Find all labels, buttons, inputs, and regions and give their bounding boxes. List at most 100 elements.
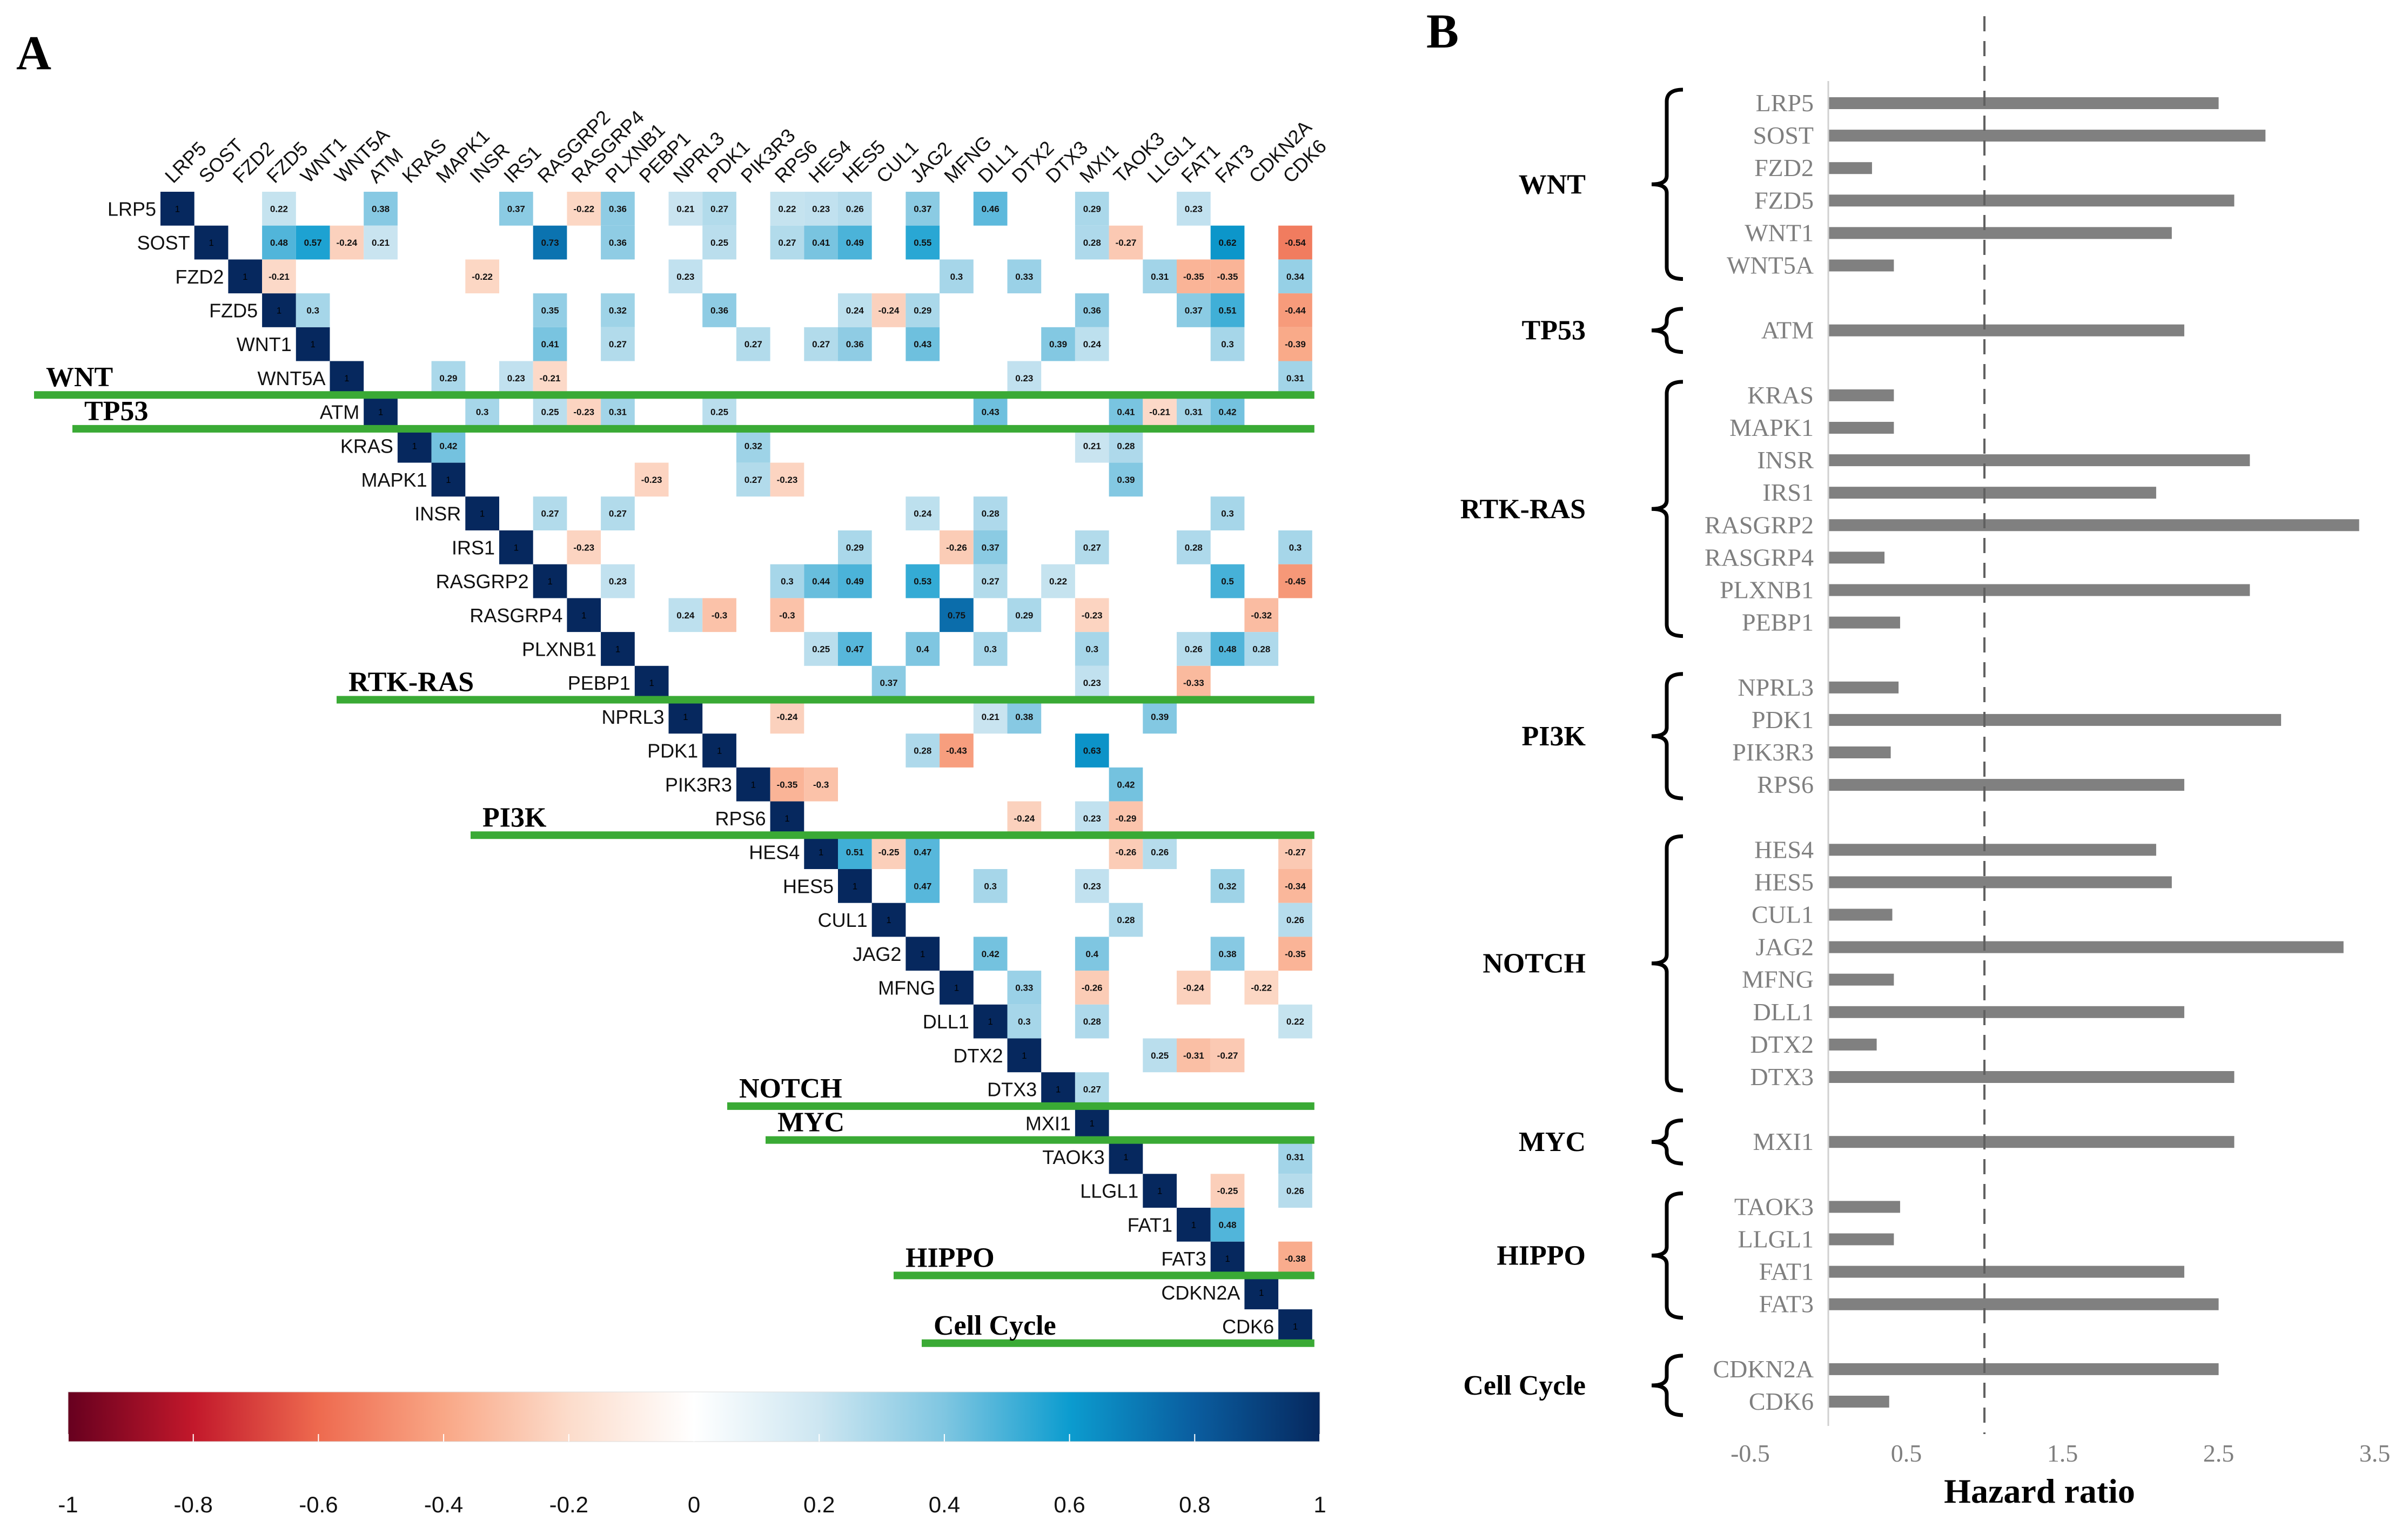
heatmap-cell-value: 0.53 xyxy=(914,576,931,587)
heatmap-cell-value: 1 xyxy=(175,204,180,214)
heatmap-cell-value: 0.43 xyxy=(914,339,931,349)
row-label: RPS6 xyxy=(715,807,766,830)
bar-gene-label: FAT1 xyxy=(1759,1258,1814,1286)
heatmap-cell-value: 1 xyxy=(378,407,383,418)
bar-gene-label: PEBP1 xyxy=(1742,609,1814,636)
heatmap-cell-value: 0.37 xyxy=(880,678,898,688)
heatmap-cell xyxy=(1278,903,1312,937)
heatmap-cell-value: 0.48 xyxy=(1219,1220,1237,1230)
heatmap-cell-value: -0.23 xyxy=(1082,610,1103,621)
heatmap-cell-value: 0.51 xyxy=(846,847,864,858)
heatmap-cell-value: 0.47 xyxy=(914,847,931,858)
bar-gene-label: DTX2 xyxy=(1750,1031,1814,1058)
heatmap-cell-value: 0.24 xyxy=(846,305,864,315)
heatmap-cell-value: 0.3 xyxy=(1085,644,1098,654)
bar-gene-label: MXI1 xyxy=(1753,1128,1814,1155)
heatmap-cell-value: 0.27 xyxy=(609,339,627,349)
heatmap-cell-value: -0.24 xyxy=(1183,982,1204,993)
x-axis-label: Hazard ratio xyxy=(1944,1472,2135,1510)
bar-gene-label: JAG2 xyxy=(1756,933,1814,961)
heatmap-cell-value: 0.4 xyxy=(1085,949,1098,959)
heatmap-cell-value: 0.21 xyxy=(372,238,390,248)
heatmap-cell-value: 0.3 xyxy=(1018,1017,1031,1027)
colorbar-tick-label: -0.2 xyxy=(549,1492,588,1517)
heatmap-cell-diagonal xyxy=(601,632,635,666)
group-brace-icon xyxy=(1651,307,1683,354)
heatmap-cell-value: 0.26 xyxy=(846,204,864,214)
heatmap-cell-diagonal xyxy=(871,903,906,937)
heatmap-cell xyxy=(838,327,872,361)
heatmap-cell xyxy=(1244,598,1279,632)
colorbar-tick-label: 0.6 xyxy=(1054,1492,1085,1517)
heatmap-cell xyxy=(601,395,635,429)
heatmap-cell xyxy=(296,293,330,327)
heatmap-cell xyxy=(940,259,974,294)
heatmap-cell-diagonal xyxy=(1278,1309,1312,1343)
row-label: PEBP1 xyxy=(568,672,630,694)
heatmap-cell-value: 0.31 xyxy=(1286,373,1304,383)
bar-group-label: WNT xyxy=(1519,169,1586,200)
hazard-ratio-bar xyxy=(1828,454,2250,467)
bar-gene-label: FZD2 xyxy=(1754,154,1814,181)
heatmap-cell-value: 0.41 xyxy=(812,238,830,248)
bar-gene-label: HES4 xyxy=(1754,836,1814,863)
heatmap-cell xyxy=(1210,293,1245,327)
bar-gene-label: MAPK1 xyxy=(1729,414,1814,441)
heatmap-cell-diagonal xyxy=(262,293,296,327)
group-brace-icon xyxy=(1651,1354,1683,1417)
hazard-ratio-bar xyxy=(1828,908,1893,921)
heatmap-cell-value: 0.36 xyxy=(609,204,627,214)
heatmap-cell-value: 0.24 xyxy=(914,509,932,519)
heatmap-cell-value: 0.5 xyxy=(1221,576,1234,587)
hazard-ratio-bar xyxy=(1828,1266,2184,1278)
heatmap-cell xyxy=(770,699,804,734)
heatmap-cell-value: 0.28 xyxy=(1083,1017,1101,1027)
heatmap-cell xyxy=(1278,327,1312,361)
heatmap-cell xyxy=(838,530,872,564)
heatmap-cell xyxy=(770,564,804,598)
heatmap-cell xyxy=(1278,1241,1312,1276)
heatmap-cell xyxy=(1244,971,1279,1005)
heatmap-cell-value: 1 xyxy=(310,339,315,349)
heatmap-cell xyxy=(1075,869,1109,903)
group-brace-icon xyxy=(1651,88,1683,281)
heatmap-cell-diagonal xyxy=(736,767,770,802)
bar-gene-label: INSR xyxy=(1757,446,1814,474)
heatmap-cell-value: 0.32 xyxy=(744,441,762,451)
heatmap-cell-value: 1 xyxy=(1123,1152,1128,1162)
heatmap-cell xyxy=(905,225,940,260)
bar-gene-label: MFNG xyxy=(1742,966,1814,993)
heatmap-cell xyxy=(804,767,838,802)
bar-group-label: Cell Cycle xyxy=(1463,1370,1586,1401)
colorbar-tick-label: -1 xyxy=(58,1492,78,1517)
heatmap-cell xyxy=(1041,327,1075,361)
hazard-ratio-bar xyxy=(1828,973,1894,986)
heatmap-cell xyxy=(905,293,940,327)
hazard-ratio-bar xyxy=(1828,1136,2235,1148)
heatmap-cell xyxy=(1210,225,1245,260)
heatmap-cell-value: 0.55 xyxy=(914,238,931,248)
heatmap-cell xyxy=(905,327,940,361)
heatmap-cell xyxy=(533,293,567,327)
heatmap-cell xyxy=(1143,699,1177,734)
heatmap-cell-value: 0.23 xyxy=(1083,813,1101,824)
hazard-ratio-bar xyxy=(1828,681,1899,694)
heatmap-cell xyxy=(499,192,533,226)
hazard-ratio-bar xyxy=(1828,259,1894,272)
colorbar-tick-label: -0.4 xyxy=(424,1492,463,1517)
heatmap-cell xyxy=(871,835,906,869)
hazard-ratio-bar xyxy=(1828,162,1872,174)
heatmap-cell-value: 1 xyxy=(277,305,281,315)
colorbar xyxy=(68,1391,1320,1442)
heatmap-cell xyxy=(1007,971,1042,1005)
heatmap-cell-value: 0.33 xyxy=(1015,272,1033,282)
group-brace-icon xyxy=(1651,380,1683,638)
heatmap-cell xyxy=(1210,1208,1245,1242)
bar-gene-label: HES5 xyxy=(1754,868,1814,896)
heatmap-cell-value: -0.26 xyxy=(1116,847,1137,858)
heatmap-cell-value: 0.28 xyxy=(914,746,931,756)
heatmap-cell-value: 0.27 xyxy=(744,475,762,485)
heatmap-cell-value: -0.44 xyxy=(1285,305,1306,315)
heatmap-cell xyxy=(431,361,466,395)
heatmap-cell xyxy=(736,327,770,361)
